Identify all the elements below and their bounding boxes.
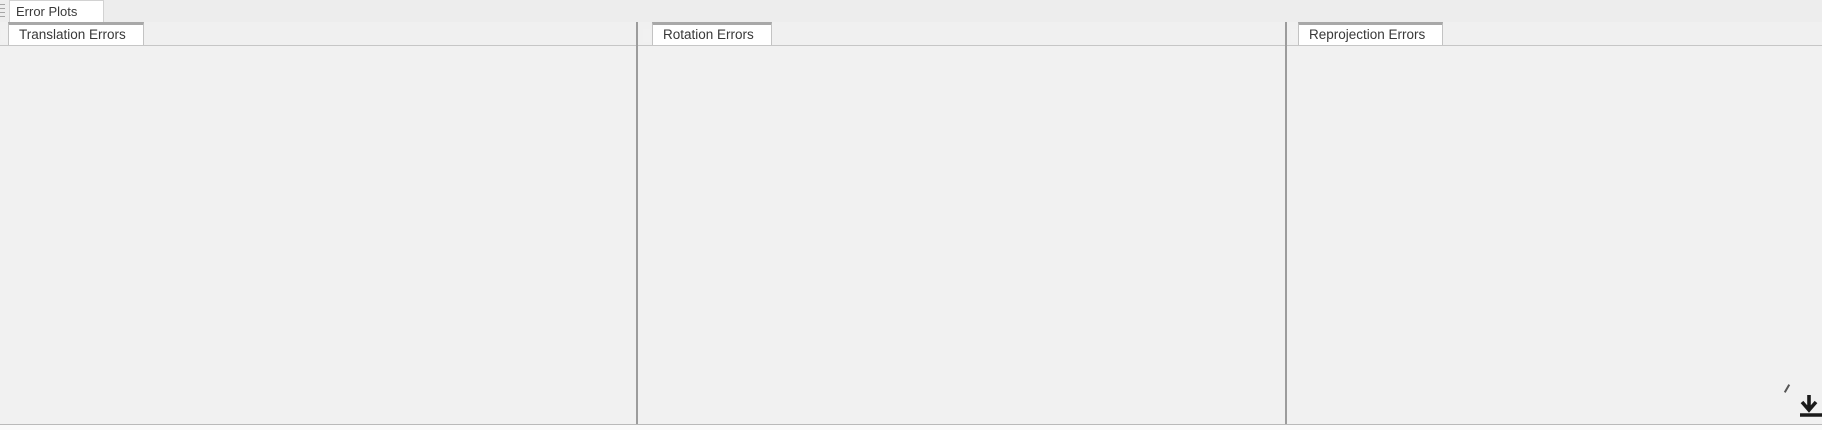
tab-reprojection-errors[interactable]: Reprojection Errors [1298, 22, 1444, 45]
panel-translation-errors: Translation Errors [0, 22, 637, 424]
panel-tabbar: Rotation Errors [637, 22, 1286, 46]
panel-tabbar: Reprojection Errors [1286, 22, 1822, 46]
panel-divider[interactable] [1285, 22, 1287, 424]
panel-reprojection-errors: Reprojection Errors [1286, 22, 1822, 424]
panel-grip-icon[interactable] [1291, 29, 1298, 42]
panel-rotation-errors: Rotation Errors [637, 22, 1286, 424]
bottom-divider [0, 424, 1822, 425]
chart-rotation-errors [637, 45, 1286, 424]
chart-reprojection-errors [1286, 45, 1822, 424]
bottom-strip [0, 425, 1822, 430]
panel-grip-icon[interactable] [643, 29, 650, 42]
panel-divider[interactable] [636, 22, 638, 424]
chart-translation-errors [0, 45, 637, 424]
tab-rotation-errors[interactable]: Rotation Errors [652, 22, 772, 45]
dock-arrow-icon[interactable] [1793, 393, 1822, 427]
tab-translation-errors[interactable]: Translation Errors [8, 22, 144, 45]
doc-grip-icon[interactable] [0, 4, 5, 17]
tab-error-plots[interactable]: Error Plots [9, 0, 105, 22]
document-tab-bar: Error Plots [0, 0, 1822, 23]
panel-grip-icon[interactable] [1, 29, 8, 42]
panel-tabbar: Translation Errors [0, 22, 637, 46]
